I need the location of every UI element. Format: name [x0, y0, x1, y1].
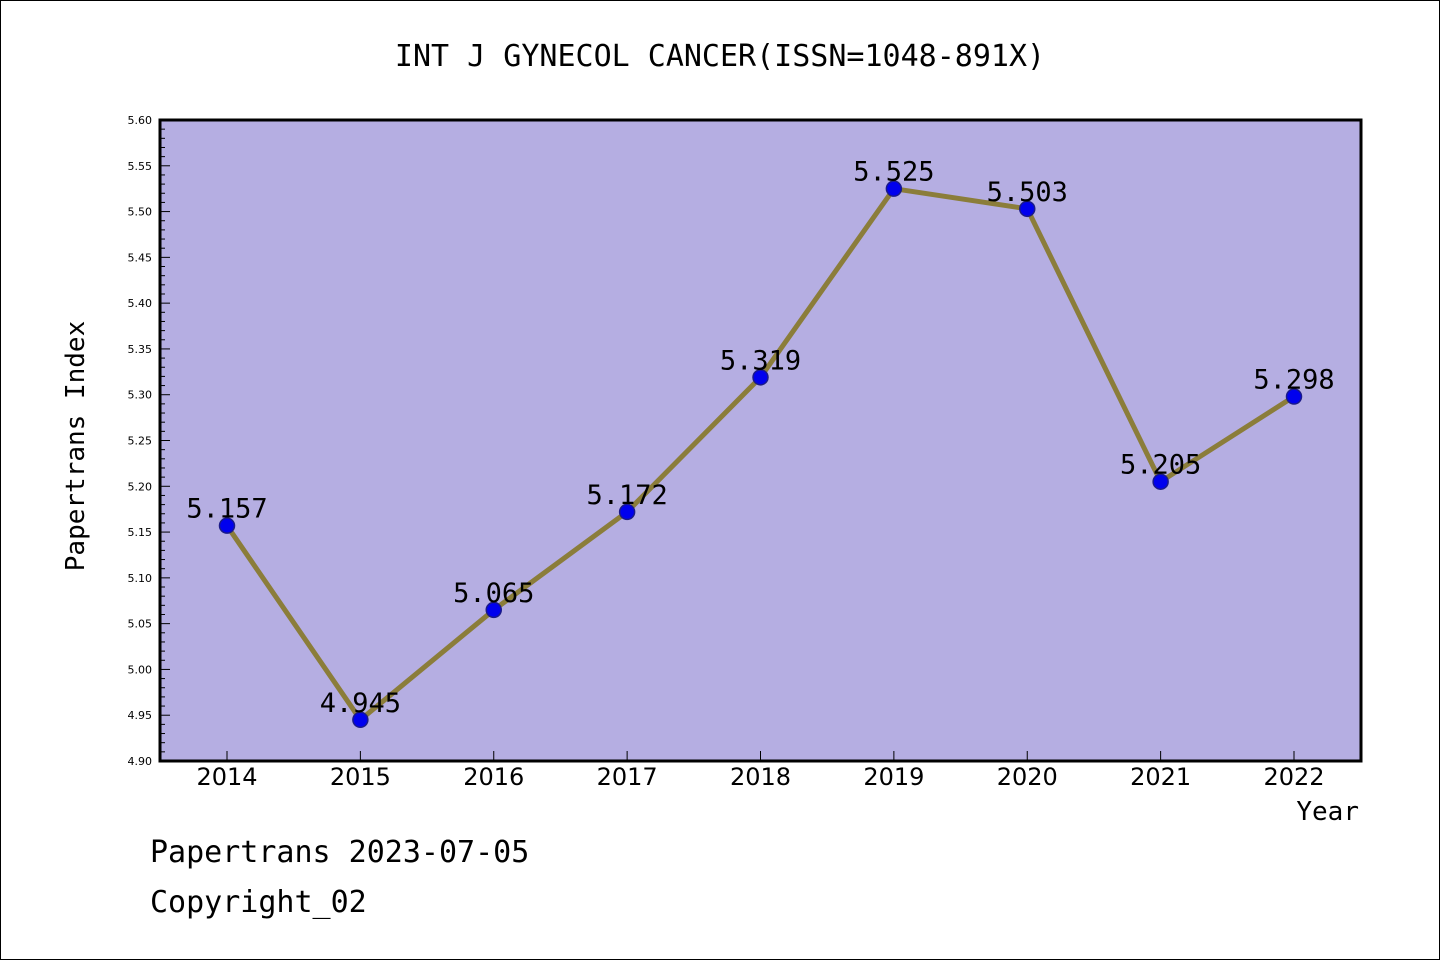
- y-tick-label: 5.25: [128, 435, 153, 448]
- y-tick-label: 5.60: [128, 114, 153, 127]
- y-tick-label: 5.40: [128, 297, 153, 310]
- data-point: [1285, 388, 1303, 405]
- y-tick-label: 4.90: [128, 755, 153, 768]
- x-tick-label: 2015: [330, 763, 391, 791]
- data-point: [618, 503, 636, 521]
- y-tick-label: 5.20: [128, 480, 153, 493]
- y-tick-label: 5.55: [128, 160, 153, 173]
- data-label: 4.945: [320, 688, 401, 719]
- x-axis: 2014 2015 2016 2017 2018 2019 2020 2021 2022: [196, 751, 1325, 791]
- y-tick-label: 5.00: [128, 663, 153, 676]
- data-label: 5.172: [586, 480, 667, 511]
- chart-title: INT J GYNECOL CANCER(ISSN=1048-891X): [395, 39, 1045, 74]
- x-tick-label: 2022: [1263, 763, 1324, 791]
- y-tick-label: 5.30: [128, 389, 153, 402]
- x-tick-label: 2018: [730, 763, 791, 791]
- data-label: 5.525: [853, 157, 934, 188]
- y-tick-label: 5.50: [128, 206, 153, 219]
- data-point: [352, 711, 369, 729]
- x-tick-label: 2016: [463, 763, 524, 791]
- y-tick-label: 4.95: [128, 709, 153, 722]
- data-point: [1019, 200, 1036, 218]
- x-axis-label: Year: [1296, 797, 1359, 827]
- data-point: [485, 601, 502, 619]
- y-tick-label: 5.35: [128, 343, 153, 356]
- y-tick-label: 5.45: [128, 251, 153, 264]
- x-tick-label: 2020: [997, 763, 1058, 791]
- x-tick-label: 2014: [196, 763, 257, 791]
- footer-copyright: Copyright_02: [150, 885, 367, 920]
- data-point: [1152, 473, 1169, 490]
- data-label: 5.205: [1120, 450, 1201, 481]
- y-tick-label: 5.15: [128, 526, 153, 539]
- data-point: [752, 369, 769, 386]
- y-axis-label: Papertrans Index: [61, 321, 91, 571]
- y-tick-label: 5.10: [128, 572, 153, 585]
- data-label: 5.298: [1253, 365, 1334, 396]
- x-tick-label: 2021: [1130, 763, 1191, 791]
- data-label: 5.065: [453, 578, 534, 609]
- plot-area: [158, 118, 1363, 763]
- data-labels: 5.157 4.945 5.065 5.172 5.319 5.525 5.503 5.205…: [186, 157, 1334, 719]
- x-tick-label: 2017: [597, 763, 658, 791]
- y-tick-label: 5.05: [128, 618, 153, 631]
- y-axis: 4.90 4.95 5.00 5.05 5.10 5.15 5.20 5.25 5.30 5.35…: [128, 114, 170, 768]
- footer-date: Papertrans 2023-07-05: [150, 835, 530, 870]
- data-label: 5.319: [720, 345, 801, 376]
- data-label: 5.503: [987, 177, 1068, 208]
- x-tick-label: 2019: [863, 763, 924, 791]
- data-point: [885, 180, 903, 197]
- data-label: 5.157: [186, 494, 267, 525]
- series-markers: [218, 180, 1303, 729]
- data-point: [218, 517, 236, 534]
